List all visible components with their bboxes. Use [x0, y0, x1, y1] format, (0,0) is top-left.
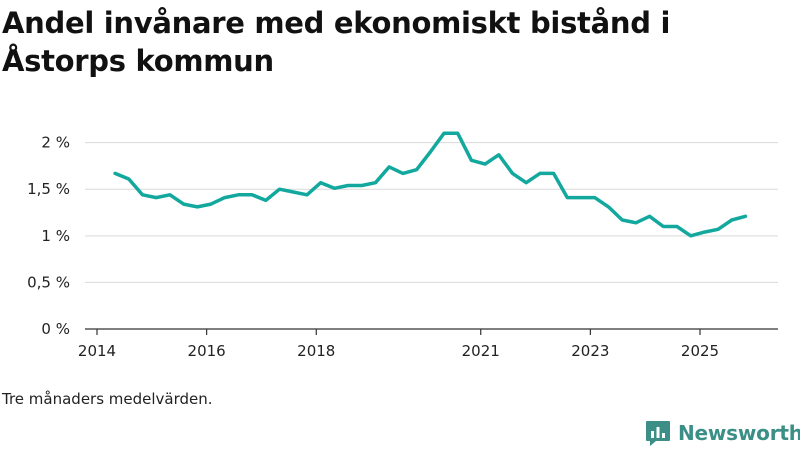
chart-note: Tre månaders medelvärden.	[2, 390, 213, 408]
y-tick-label: 1,5 %	[27, 180, 70, 198]
series-group	[113, 131, 748, 238]
x-tick-label: 2014	[78, 342, 116, 360]
newsworthy-logo-icon	[646, 421, 670, 446]
x-tick-label: 2021	[462, 342, 500, 360]
x-axis-ticks: 2014 2016 2018 2021 2023 2025	[78, 329, 719, 360]
x-tick-label: 2023	[571, 342, 609, 360]
x-tick-label: 2025	[681, 342, 719, 360]
y-tick-label: 1 %	[41, 227, 70, 245]
brand-logo[interactable]: Newsworthy	[644, 418, 800, 448]
gridlines	[85, 142, 778, 283]
y-axis-labels: 0 % 0,5 % 1 % 1,5 % 2 %	[27, 134, 70, 338]
brand-name: Newsworthy	[678, 421, 800, 445]
x-tick-label: 2018	[297, 342, 335, 360]
x-tick-label: 2016	[188, 342, 226, 360]
y-tick-label: 0,5 %	[27, 273, 70, 291]
y-tick-label: 0 %	[41, 320, 70, 338]
chart-title: Andel invånare med ekonomiskt bistånd i …	[2, 6, 671, 78]
y-tick-label: 2 %	[41, 134, 70, 152]
series-line	[113, 131, 748, 238]
